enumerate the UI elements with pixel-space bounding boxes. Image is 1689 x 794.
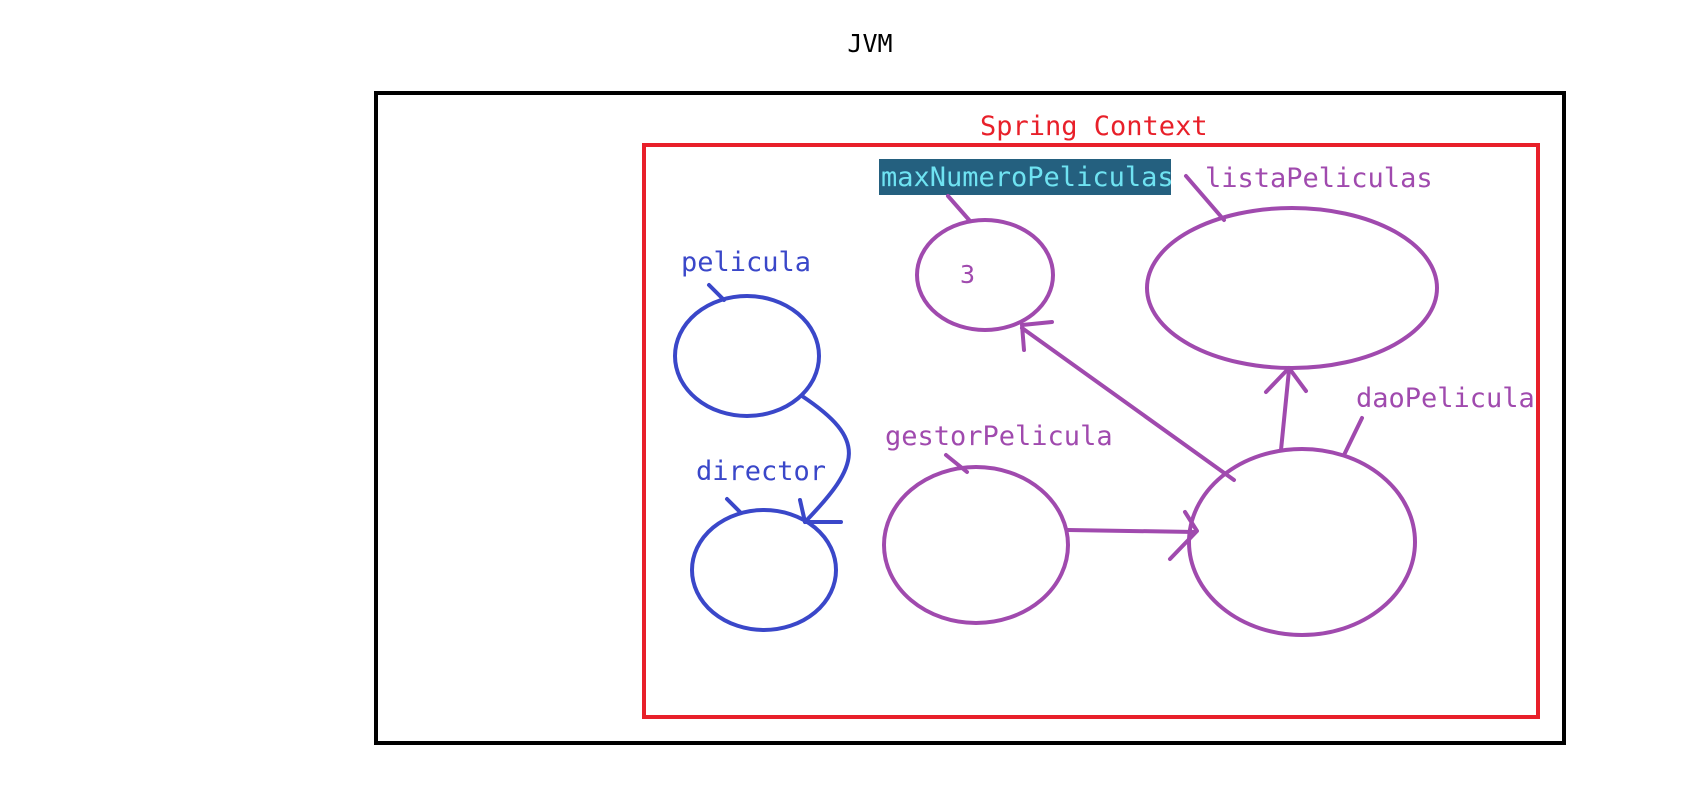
bean-pelicula-label: pelicula: [681, 247, 811, 278]
arrowhead-icon: [1264, 366, 1308, 394]
bean-lista-peliculas: listaPeliculas: [1145, 163, 1439, 370]
bean-max-numero-peliculas-node: [915, 218, 1055, 332]
bean-lista-peliculas-label: listaPeliculas: [1205, 163, 1433, 194]
bean-lista-peliculas-pointer: [1184, 174, 1226, 222]
bean-pelicula-node: [673, 294, 821, 418]
edge-dao-max: [1020, 320, 1236, 482]
bean-max-numero-peliculas-highlight: [879, 159, 1171, 195]
bean-director: director: [690, 456, 838, 632]
bean-gestor-pelicula-label: gestorPelicula: [885, 421, 1113, 452]
bean-director-pointer: [725, 497, 743, 515]
bean-lista-peliculas-node: [1145, 206, 1439, 370]
jvm-box: [374, 91, 1566, 745]
bean-dao-pelicula-node: [1187, 447, 1417, 637]
bean-dao-pelicula: daoPelicula: [1187, 383, 1535, 637]
bean-director-label: director: [696, 456, 826, 487]
bean-director-node: [690, 508, 838, 632]
spring-context-box: [642, 143, 1540, 719]
jvm-title: JVM: [847, 29, 892, 58]
edge-dao-lista: [1264, 366, 1308, 452]
bean-gestor-pelicula: gestorPelicula: [882, 421, 1113, 625]
arrowhead-icon: [798, 498, 843, 524]
bean-max-numero-peliculas-pointer: [946, 194, 972, 223]
bean-dao-pelicula-pointer: [1342, 416, 1364, 457]
bean-pelicula: pelicula: [673, 247, 821, 418]
bean-max-numero-peliculas-label: maxNumeroPeliculas: [881, 162, 1174, 193]
bean-dao-pelicula-label: daoPelicula: [1356, 383, 1535, 414]
arrowhead-icon: [1020, 320, 1054, 352]
bean-max-numero-peliculas-value: 3: [960, 260, 975, 289]
bean-max-numero-peliculas: maxNumeroPeliculas 3: [879, 159, 1174, 332]
edge-gestor-dao: [1066, 510, 1199, 561]
arrowhead-icon: [1168, 510, 1199, 561]
bean-pelicula-pointer: [707, 283, 726, 302]
bean-gestor-pelicula-node: [882, 465, 1070, 625]
spring-context-title: Spring Context: [980, 111, 1208, 142]
edge-pelicula-director: [798, 394, 851, 524]
